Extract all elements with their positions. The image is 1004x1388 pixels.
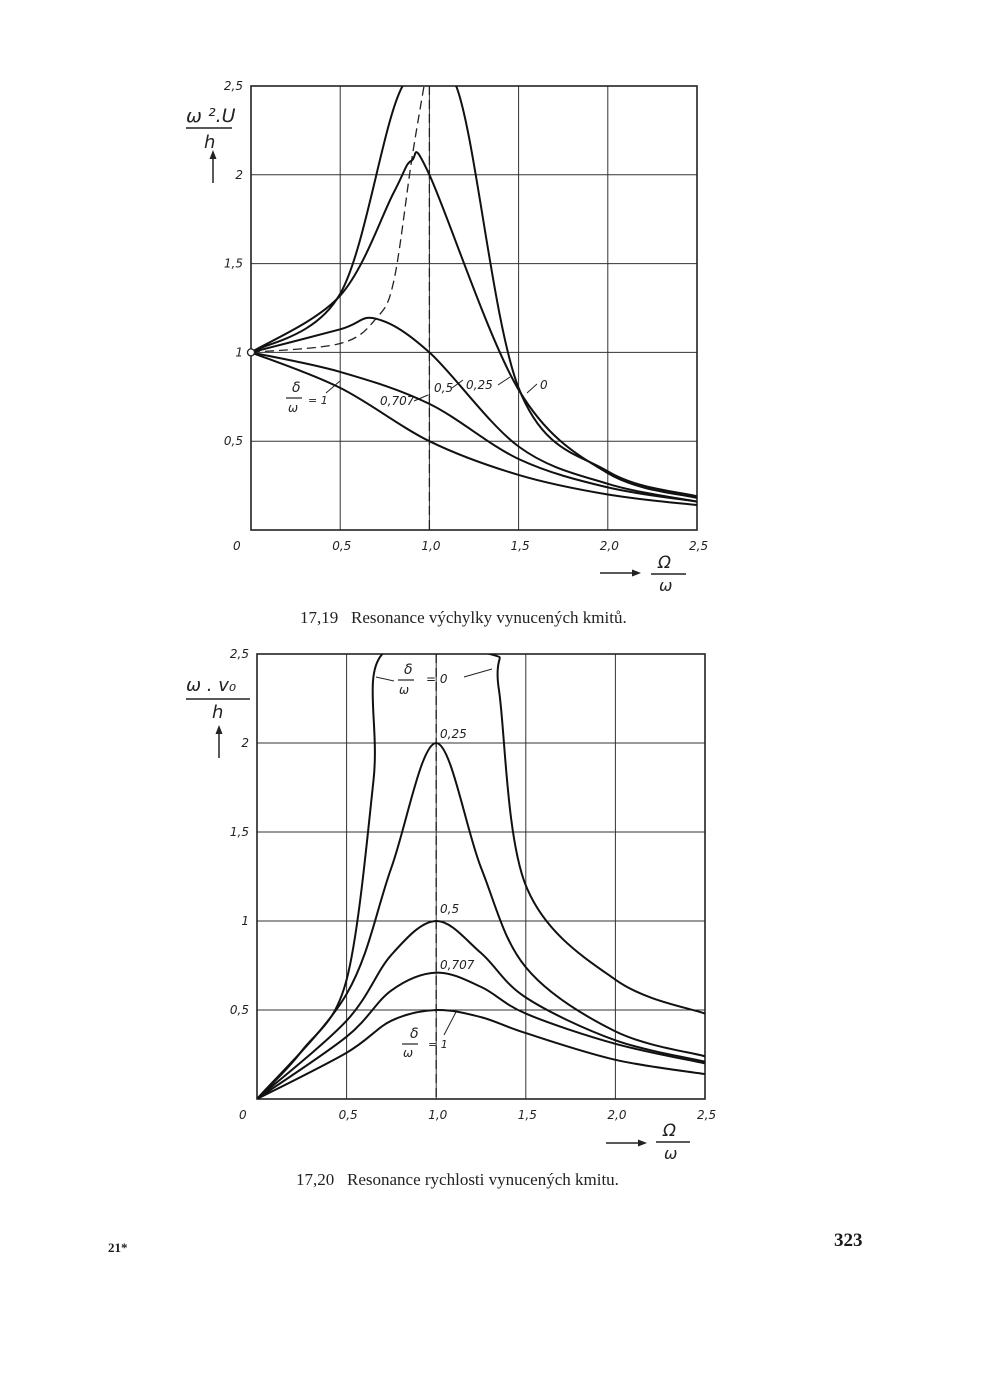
peak-locus-line — [251, 86, 425, 354]
x-tick-label: 1,0 — [428, 1108, 447, 1122]
y-axis-label-omega-v0: ω . v₀ — [186, 675, 236, 696]
curve-param-delta: δ — [292, 380, 301, 396]
leader-delta-0-right — [463, 668, 493, 678]
y-tick-label: 1,5 — [230, 825, 249, 839]
y-axis-arrowhead — [209, 150, 217, 159]
figure-caption: 17,19 Resonance výchylky vynucených kmit… — [300, 608, 627, 628]
curve-label-delta-1: = 1 — [308, 394, 328, 407]
page-number: 323 — [834, 1230, 863, 1251]
x-axis-arrowhead — [638, 1139, 647, 1147]
curve-label-delta-1: = 1 — [428, 1038, 448, 1051]
curve-label-025: 0,25 — [466, 378, 493, 392]
plot-frame — [250, 85, 698, 531]
x-tick-label: 2,5 — [697, 1108, 716, 1122]
x-tick-label: 1,5 — [518, 1108, 537, 1122]
y-tick-label: 2,5 — [224, 79, 243, 93]
origin-marker — [246, 348, 256, 357]
x-tick-label: 0,5 — [332, 539, 351, 553]
leader-delta-1 — [325, 380, 341, 394]
curve-0-25 — [257, 741, 705, 1099]
curve-0-25 — [251, 151, 697, 499]
x-axis-label-omega-small: ω — [659, 576, 672, 595]
curve-param-omega-bottom: ω — [403, 1046, 413, 1060]
figure-caption: 17,20 Resonance rychlosti vynucených kmi… — [296, 1170, 619, 1190]
curve-0-707 — [257, 971, 705, 1099]
x-tick-label: 2,0 — [607, 1108, 626, 1122]
curve-0 — [251, 86, 697, 498]
y-tick-label: 2 — [235, 168, 243, 182]
figure-17-19: ω ².U h Ω ω δ ω = 1 0,707 0,5 0,25 0 0 0,… — [0, 0, 1004, 640]
leader-delta-1 — [443, 1011, 457, 1036]
x-axis-arrowhead — [632, 569, 641, 577]
leader-025 — [497, 376, 511, 386]
x-axis-label-omega-small: ω — [664, 1144, 677, 1163]
x-tick-label: 2,0 — [600, 539, 619, 553]
y-tick-label: 0,5 — [224, 434, 243, 448]
curve-1 — [257, 1008, 705, 1099]
plot-frame — [256, 653, 706, 1100]
y-tick-label: 1,5 — [224, 257, 243, 271]
y-tick-label: 1 — [241, 914, 249, 928]
y-tick-label: 0,5 — [230, 1003, 249, 1017]
printer-signature: 21* — [108, 1240, 128, 1255]
x-tick-label: 0,5 — [339, 1108, 358, 1122]
curve-label-05: 0,5 — [440, 902, 459, 916]
leader-0 — [526, 383, 538, 394]
x-tick-label: 0 — [239, 1108, 247, 1122]
curve-param-omega: ω — [288, 401, 298, 415]
figure-17-20: ω . v₀ h Ω ω δ ω = 0 0,25 0,5 0,707 δ ω … — [0, 640, 1004, 1200]
curve-label-delta-0: = 0 — [426, 672, 448, 686]
y-tick-label: 1 — [235, 345, 243, 359]
curve-param-omega-top: ω — [399, 683, 409, 697]
caption-text: Resonance rychlosti vynucených kmitu. — [347, 1170, 619, 1189]
x-axis-label-omega-big: Ω — [657, 553, 671, 573]
y-axis-label-h: h — [204, 132, 215, 153]
curve-0-5 — [257, 919, 705, 1099]
chart-velocity-resonance: ω . v₀ h Ω ω δ ω = 0 0,25 0,5 0,707 δ ω … — [186, 647, 716, 1163]
y-tick-label: 2,5 — [230, 647, 249, 661]
chart-displacement-resonance: ω ².U h Ω ω δ ω = 1 0,707 0,5 0,25 0 0 0,… — [186, 79, 708, 595]
curve-label-0707: 0,707 — [440, 958, 475, 972]
curve-0 — [257, 654, 705, 1099]
caption-number: 17,20 — [296, 1170, 335, 1189]
curve-0-5 — [251, 316, 697, 503]
x-tick-label: 2,5 — [689, 539, 708, 553]
x-tick-label: 1,0 — [421, 539, 440, 553]
caption-text: Resonance výchylky vynucených kmitů. — [351, 608, 627, 627]
curve-label-05: 0,5 — [434, 381, 453, 395]
curve-label-0: 0 — [540, 378, 548, 392]
x-tick-label: 1,5 — [511, 539, 530, 553]
x-axis-label-omega-big: Ω — [662, 1121, 676, 1141]
x-tick-label: 0 — [233, 539, 241, 553]
curve-label-0707: 0,707 — [380, 394, 415, 408]
y-axis-label-omega2-u: ω ².U — [186, 105, 236, 127]
leader-0707 — [413, 394, 429, 402]
caption-number: 17,19 — [300, 608, 339, 627]
curve-0-707 — [251, 351, 697, 503]
curve-param-delta-top: δ — [404, 662, 413, 678]
curve-1 — [251, 351, 697, 507]
y-axis-arrowhead — [215, 725, 223, 734]
curve-param-delta-bottom: δ — [410, 1026, 419, 1042]
y-axis-label-h: h — [212, 702, 223, 723]
leader-delta-0-left — [375, 676, 395, 682]
y-tick-label: 2 — [241, 736, 249, 750]
curve-label-025: 0,25 — [440, 727, 467, 741]
